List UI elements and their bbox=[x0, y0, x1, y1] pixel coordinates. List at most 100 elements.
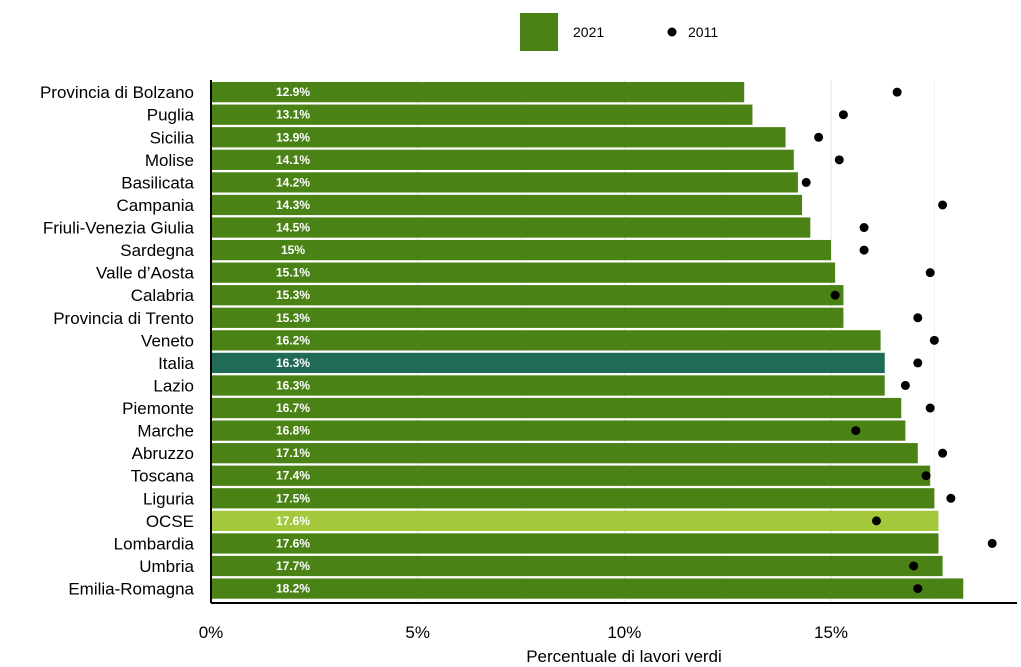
bar-value-label: 17.6% bbox=[276, 536, 310, 550]
bar-value-label: 17.4% bbox=[276, 469, 310, 483]
bar bbox=[211, 488, 935, 509]
bar bbox=[211, 127, 786, 148]
bar bbox=[211, 307, 844, 328]
dot-2011 bbox=[913, 584, 923, 594]
bar-value-label: 16.3% bbox=[276, 378, 310, 392]
legend-marker-2011 bbox=[667, 27, 677, 37]
bar bbox=[211, 82, 745, 103]
bar-value-label: 14.2% bbox=[276, 175, 310, 189]
bar-value-label: 15% bbox=[281, 243, 305, 257]
bar bbox=[211, 555, 943, 577]
category-label: Puglia bbox=[147, 106, 195, 125]
category-label: Provincia di Trento bbox=[53, 309, 194, 328]
category-label: Lombardia bbox=[114, 534, 195, 553]
category-label: Emilia-Romagna bbox=[68, 580, 194, 599]
bar bbox=[211, 285, 844, 306]
bar-value-label: 15.1% bbox=[276, 266, 310, 280]
category-label: Basilicata bbox=[121, 173, 194, 192]
dot-2011 bbox=[859, 223, 869, 233]
dot-2011 bbox=[946, 493, 956, 503]
bars: 12.9% 13.1% 13.9% 14.1% 14.2% 14.3% 14.5% 15% 15… bbox=[211, 82, 964, 599]
bar bbox=[211, 262, 836, 283]
category-label: Marche bbox=[137, 422, 194, 441]
dot-2011 bbox=[830, 290, 840, 300]
bar bbox=[211, 172, 798, 193]
bar bbox=[211, 420, 906, 441]
dot-2011 bbox=[834, 155, 844, 165]
dot-2011 bbox=[909, 561, 919, 571]
category-label: Campania bbox=[117, 196, 195, 215]
category-labels: Provincia di Bolzano Puglia Sicilia Molise B… bbox=[40, 83, 195, 598]
dot-2011 bbox=[892, 87, 902, 97]
category-label: Toscana bbox=[131, 467, 195, 486]
bar bbox=[211, 443, 918, 464]
bar-value-label: 14.1% bbox=[276, 153, 310, 167]
bar-value-label: 16.7% bbox=[276, 401, 310, 415]
category-label: OCSE bbox=[146, 512, 194, 531]
bar-value-label: 16.2% bbox=[276, 333, 310, 347]
dot-2011 bbox=[900, 380, 910, 390]
x-tick-label: 10% bbox=[607, 623, 641, 642]
bar-value-label: 17.5% bbox=[276, 491, 310, 505]
dot-2011 bbox=[838, 110, 848, 120]
bar bbox=[211, 239, 831, 261]
bar-value-label: 17.6% bbox=[276, 514, 310, 528]
category-label: Valle d’Aosta bbox=[96, 264, 195, 283]
bar bbox=[211, 465, 931, 486]
x-tick-label: 0% bbox=[199, 623, 224, 642]
bar-value-label: 16.8% bbox=[276, 424, 310, 438]
dot-2011 bbox=[871, 516, 881, 526]
bar-value-label: 15.3% bbox=[276, 288, 310, 302]
bar-value-label: 17.7% bbox=[276, 559, 310, 573]
dot-2011 bbox=[987, 538, 997, 548]
bar bbox=[211, 104, 753, 125]
category-label: Sicilia bbox=[150, 128, 195, 147]
category-label: Italia bbox=[158, 354, 194, 373]
dot-2011 bbox=[929, 335, 939, 345]
axes bbox=[210, 80, 1017, 604]
category-label: Lazio bbox=[153, 376, 194, 395]
bar bbox=[211, 352, 885, 374]
dot-2011 bbox=[913, 358, 923, 368]
bar bbox=[211, 217, 811, 238]
x-tick-labels: 0% 5% 10% 15% bbox=[199, 623, 848, 642]
category-label: Abruzzo bbox=[132, 444, 194, 463]
bar bbox=[211, 330, 881, 351]
bar bbox=[211, 510, 939, 532]
x-tick-label: 15% bbox=[814, 623, 848, 642]
category-label: Liguria bbox=[143, 489, 195, 508]
x-tick-label: 5% bbox=[405, 623, 430, 642]
bar-value-label: 12.9% bbox=[276, 85, 310, 99]
dot-2011 bbox=[859, 245, 869, 255]
bar-value-label: 15.3% bbox=[276, 311, 310, 325]
category-label: Veneto bbox=[141, 331, 194, 350]
bar-value-label: 14.5% bbox=[276, 221, 310, 235]
category-label: Sardegna bbox=[120, 241, 194, 260]
bar bbox=[211, 397, 902, 419]
category-label: Umbria bbox=[139, 557, 194, 576]
category-label: Calabria bbox=[131, 286, 195, 305]
bar bbox=[211, 578, 964, 599]
bar bbox=[211, 194, 803, 216]
legend: 2021 2011 bbox=[520, 13, 718, 51]
dots-2011 bbox=[801, 87, 997, 594]
bar-value-label: 13.9% bbox=[276, 130, 310, 144]
bar bbox=[211, 375, 885, 396]
category-label: Piemonte bbox=[122, 399, 194, 418]
dot-2011 bbox=[925, 403, 935, 413]
bar-value-label: 16.3% bbox=[276, 356, 310, 370]
dot-2011 bbox=[925, 268, 935, 278]
bar-value-label: 14.3% bbox=[276, 198, 310, 212]
legend-label-2021: 2021 bbox=[573, 24, 604, 40]
dot-2011 bbox=[801, 177, 811, 187]
bar-value-label: 17.1% bbox=[276, 446, 310, 460]
x-axis-title: Percentuale di lavori verdi bbox=[526, 647, 722, 666]
legend-label-2011: 2011 bbox=[688, 24, 718, 40]
legend-swatch-2021 bbox=[520, 13, 558, 51]
dot-2011 bbox=[921, 471, 931, 481]
bar bbox=[211, 149, 794, 170]
bar-value-label: 13.1% bbox=[276, 108, 310, 122]
dot-2011 bbox=[851, 426, 861, 436]
dot-2011 bbox=[938, 200, 948, 210]
